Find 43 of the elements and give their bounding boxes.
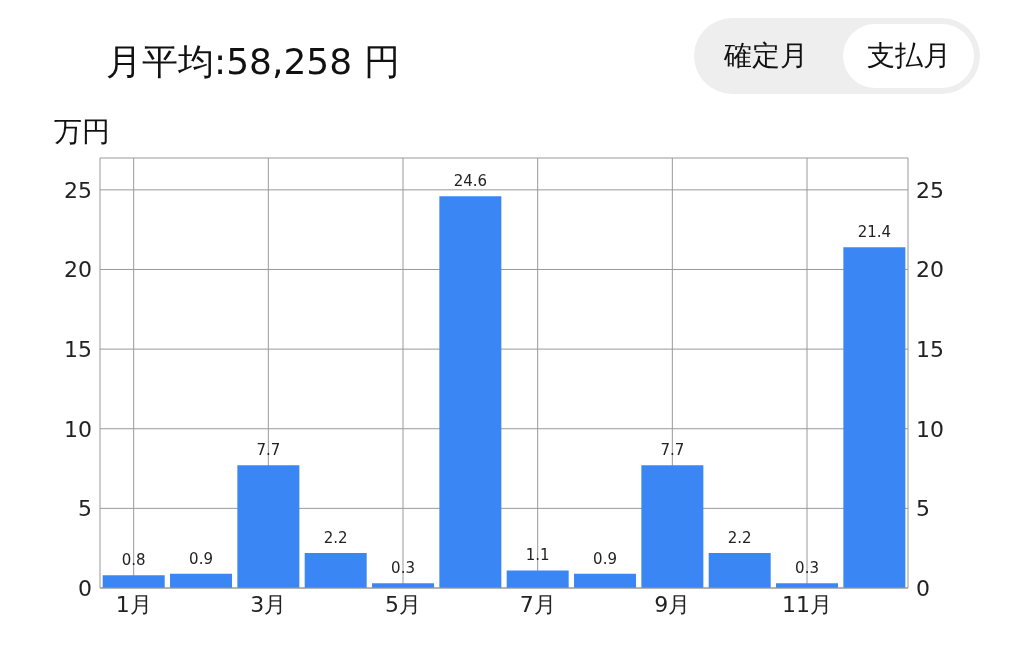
y-tick-label: 20 xyxy=(64,257,92,283)
y-tick-label: 0 xyxy=(78,575,92,601)
x-tick-label: 9月 xyxy=(654,591,691,617)
data-label: 0.3 xyxy=(391,559,415,578)
bar xyxy=(574,573,637,588)
bar xyxy=(102,575,165,588)
data-label: 0.8 xyxy=(121,551,146,570)
data-label: 7.7 xyxy=(660,441,685,460)
data-label: 0.3 xyxy=(795,559,819,578)
bar xyxy=(708,552,771,588)
bar xyxy=(304,552,367,588)
chart-title: 月平均:58,258 円 xyxy=(106,40,400,84)
y-tick-label: 5 xyxy=(78,496,92,522)
x-tick-label: 11月 xyxy=(782,591,832,617)
y-tick-label: 15 xyxy=(64,336,92,362)
bar xyxy=(843,247,906,588)
data-label: 1.1 xyxy=(525,546,550,565)
y2-tick-label: 15 xyxy=(916,336,944,362)
bar xyxy=(506,570,569,588)
x-tick-label: 5月 xyxy=(385,591,421,617)
x-tick-label: 3月 xyxy=(250,591,287,617)
bar xyxy=(641,465,704,588)
y2-tick-label: 10 xyxy=(916,416,944,442)
data-label: 0.9 xyxy=(593,549,617,568)
data-label: 0.9 xyxy=(189,549,213,568)
bar xyxy=(237,465,300,588)
y2-tick-label: 0 xyxy=(916,575,930,601)
data-label: 24.6 xyxy=(453,172,488,191)
data-label: 2.2 xyxy=(727,528,752,547)
y2-tick-label: 25 xyxy=(916,177,944,203)
data-label: 2.2 xyxy=(323,528,348,547)
segmented-toggle: 確定月 支払月 xyxy=(694,18,980,94)
data-label: 21.4 xyxy=(857,223,892,242)
y-tick-label: 10 xyxy=(64,416,92,442)
x-tick-label: 1月 xyxy=(115,591,152,617)
bar xyxy=(439,196,502,588)
y-tick-label: 25 xyxy=(64,177,92,203)
data-label: 7.7 xyxy=(256,441,281,460)
bar xyxy=(170,573,233,588)
x-tick-label: 7月 xyxy=(519,591,556,617)
y2-tick-label: 5 xyxy=(916,496,930,522)
y2-tick-label: 20 xyxy=(916,257,944,283)
y-axis-title: 万円 xyxy=(54,114,110,150)
